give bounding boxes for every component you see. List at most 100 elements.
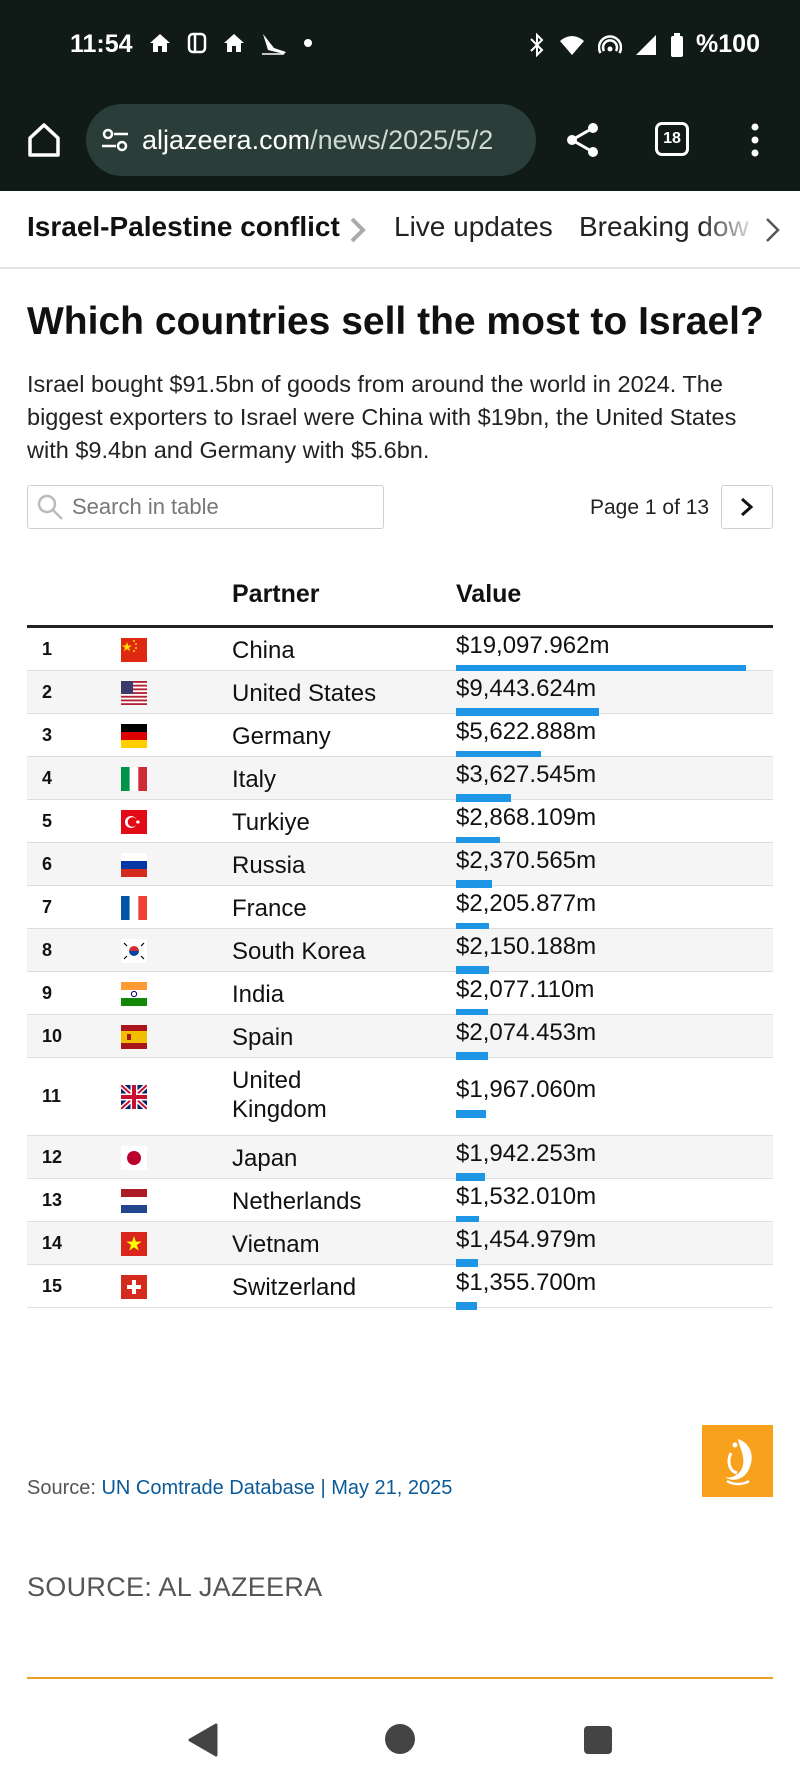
table-row: 11 United Kingdom $1,967.060m [27,1058,773,1136]
badge-icon [187,32,207,54]
url-path: /news/2025/5/2 [310,124,494,155]
table-body: 1 China $19,097.962m 2 United States $9,443.6… [27,628,773,1310]
column-header-partner[interactable]: Partner [232,580,320,608]
table-row: 5 Turkiye $2,868.109m [27,800,773,845]
table-row: 14 Vietnam $1,454.979m [27,1222,773,1267]
search-icon [37,494,63,520]
row-partner: Russia [232,852,306,879]
germany-flag-icon [121,723,147,748]
france-flag-icon [121,895,147,920]
row-partner: United Kingdom [232,1067,327,1123]
row-value: $2,370.565m [456,847,597,874]
page-indicator: Page 1 of 13 [590,496,710,519]
table-row: 10 Spain $2,074.453m [27,1015,773,1060]
table-row: 7 France $2,205.877m [27,886,773,931]
row-rank: 4 [42,767,53,788]
netherlands-flag-icon [121,1188,147,1213]
site-settings-icon[interactable] [100,125,130,155]
value-bar [456,880,492,888]
system-navigation-bar [0,1700,800,1781]
status-time: 11:54 [70,30,133,58]
table-row: 8 South Korea $2,150.188m [27,929,773,974]
table-row: 12 Japan $1,942.253m [27,1136,773,1181]
row-partner: Germany [232,723,331,750]
row-rank: 5 [42,810,53,831]
row-partner: India [232,981,285,1008]
browser-chrome: 11:54 %100 aljazeera.com/news/2025/5/2 1… [0,0,800,191]
row-rank: 8 [42,939,53,960]
credit-line: SOURCE: AL JAZEERA [27,1572,323,1602]
turkiye-flag-icon [121,809,147,834]
value-bar [456,1216,479,1224]
scroll-right-chevron-icon[interactable] [762,215,784,245]
china-flag-icon [121,637,147,662]
al-jazeera-logo [702,1425,773,1497]
japan-flag-icon [121,1145,147,1170]
row-partner: Japan [232,1145,298,1172]
table-row: 13 Netherlands $1,532.010m [27,1179,773,1224]
india-flag-icon [121,981,147,1006]
article-headline: Which countries sell the most to Israel? [27,300,764,343]
next-page-button[interactable] [721,485,773,529]
url-host: aljazeera.com [142,124,311,155]
italy-flag-icon [121,766,147,791]
overflow-menu-icon[interactable] [745,120,765,160]
row-partner: Netherlands [232,1188,362,1215]
row-value: $19,097.962m [456,632,610,659]
column-header-value[interactable]: Value [456,580,522,608]
russia-flag-icon [121,852,147,877]
row-value: $1,942.253m [456,1140,597,1167]
source-link[interactable]: UN Comtrade Database | May 21, 2025 [101,1477,453,1499]
switzerland-flag-icon [121,1274,147,1299]
value-bar [456,1009,488,1017]
row-partner: South Korea [232,938,366,965]
table-search-box[interactable] [27,485,384,529]
row-value: $1,967.060m [456,1076,597,1103]
row-value: $1,355.700m [456,1269,597,1296]
row-partner: Italy [232,766,277,793]
row-rank: 9 [42,982,53,1003]
value-bar [456,708,599,716]
home-button-icon[interactable] [24,120,64,160]
value-bar [456,923,489,931]
row-rank: 13 [42,1189,63,1210]
row-value: $5,622.888m [456,718,597,745]
back-icon[interactable] [186,1722,220,1758]
home-icon [224,34,244,52]
search-input[interactable] [72,494,372,520]
value-bar [456,1052,488,1060]
tab-switcher-button[interactable]: 18 [655,122,689,156]
row-rank: 14 [42,1232,63,1253]
row-partner: United States [232,680,377,707]
value-bar [456,794,511,802]
vietnam-flag-icon [121,1231,147,1256]
row-value: $2,077.110m [456,976,595,1003]
row-value: $3,627.545m [456,761,597,788]
url-bar[interactable]: aljazeera.com/news/2025/5/2 [86,104,536,176]
exporters-table: Partner Value 1 China $19,097.962m 2 United … [27,568,773,1310]
value-bar [456,1173,485,1181]
home-nav-icon[interactable] [385,1724,415,1754]
spain-flag-icon [121,1024,147,1049]
share-icon[interactable] [563,120,603,160]
table-row: 6 Russia $2,370.565m [27,843,773,888]
value-bar [456,751,541,759]
subnav-item-israel-palestine[interactable]: Israel-Palestine conflict [27,211,340,242]
row-rank: 7 [42,896,53,917]
battery-icon [671,32,684,57]
value-bar [456,1302,477,1310]
row-partner: Switzerland [232,1274,357,1301]
row-rank: 6 [42,853,53,874]
row-rank: 12 [42,1146,63,1167]
source-label: Source: [27,1477,102,1499]
signal-icon [636,34,657,55]
browser-toolbar: aljazeera.com/news/2025/5/2 18 [0,92,800,191]
status-bar: 11:54 %100 [0,0,800,92]
uk-flag-icon [121,1085,147,1109]
row-rank: 10 [42,1025,63,1046]
subnav-fade [700,201,760,257]
recent-apps-icon[interactable] [584,1726,612,1754]
row-rank: 15 [42,1275,63,1296]
subnav-item-live-updates[interactable]: Live updates [394,211,553,242]
table-row: 4 Italy $3,627.545m [27,757,773,802]
